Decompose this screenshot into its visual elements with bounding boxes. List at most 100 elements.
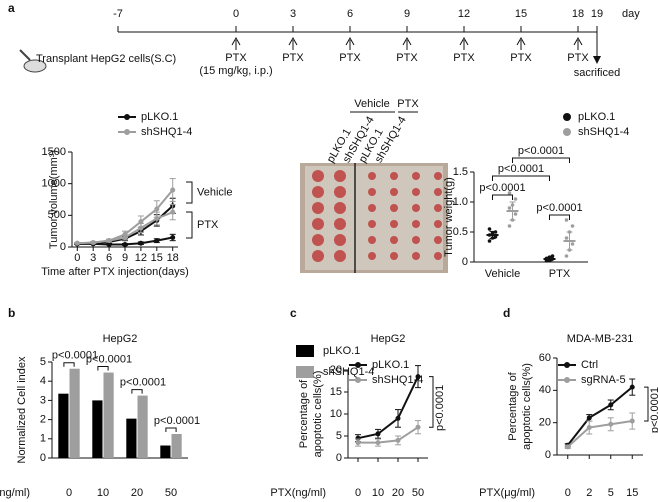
tumor: [312, 234, 324, 246]
transplant-label: Transplant HepG2 cells(S.C): [36, 53, 176, 65]
series-point: [170, 187, 176, 193]
x-tick-label: 0: [355, 487, 361, 499]
x-tick-label: 10: [97, 487, 109, 499]
bar: [171, 434, 182, 458]
bracket: [512, 157, 570, 163]
series-point: [154, 238, 160, 244]
data-point: [487, 227, 492, 231]
data-point: [507, 224, 512, 228]
x-tick-label: 20: [392, 487, 404, 499]
series-point: [170, 209, 176, 215]
series-point: [586, 425, 592, 431]
bar: [126, 418, 137, 458]
x-tick-label: 15: [626, 487, 638, 499]
tumor: [412, 204, 420, 212]
data-point: [513, 197, 518, 201]
tumor: [412, 252, 420, 260]
bracket: [186, 181, 193, 204]
tumor: [434, 220, 442, 228]
x-tick-label: 9: [122, 252, 128, 264]
series-line: [567, 420, 633, 448]
y-axis-label: Tumor weight(g): [443, 177, 455, 257]
series-point: [375, 431, 381, 437]
annotation: p<0.0001: [479, 182, 525, 194]
tumor: [434, 204, 442, 212]
y-tick-label: 1.5: [453, 166, 468, 178]
tumor: [412, 236, 420, 244]
treatment-arrow: [402, 36, 412, 50]
annotation: p<0.0001: [86, 353, 132, 365]
x-tick-label: 18: [167, 252, 179, 264]
y-axis-label: apoptotic cells(%): [521, 363, 533, 450]
data-point: [507, 191, 512, 195]
legend-label: shSHQ1-4: [323, 366, 374, 378]
x-tick-label: 15: [151, 252, 163, 264]
x-axis-label: PTX(ng/ml): [270, 487, 326, 499]
treatment-arrow: [459, 36, 469, 50]
legend-label: Ctrl: [581, 359, 598, 371]
tumor: [412, 172, 420, 180]
legend-marker: [124, 129, 130, 135]
series-point: [106, 241, 112, 247]
tumor: [434, 252, 442, 260]
data-point: [513, 212, 518, 216]
tumor: [368, 204, 376, 212]
data-point: [507, 206, 512, 210]
tumor: [368, 236, 376, 244]
day-label: 0: [233, 8, 239, 20]
series-point: [375, 440, 381, 446]
bracket-label: Vehicle: [197, 186, 232, 198]
series-point: [122, 241, 128, 247]
photo-group: PTX: [397, 98, 419, 110]
annotation: p<0.0001: [649, 387, 658, 433]
tumor: [434, 236, 442, 244]
chart-title: HepG2: [371, 333, 406, 345]
tumor: [434, 172, 442, 180]
treatment-label: PTX: [282, 52, 304, 64]
legend-marker: [563, 113, 571, 121]
y-axis-label: Tumor volume(mm³): [48, 150, 60, 249]
series-point: [415, 374, 421, 380]
y-tick-label: 0: [545, 449, 551, 461]
dose-label: (15 mg/kg, i.p.): [199, 65, 272, 77]
tumor: [390, 188, 398, 196]
day-label: -7: [113, 8, 123, 20]
data-point: [564, 236, 569, 240]
treatment-label: PTX: [225, 52, 247, 64]
day-label: 19: [591, 8, 603, 20]
series-point: [608, 421, 614, 427]
bracket: [186, 211, 193, 239]
data-point: [570, 224, 575, 228]
bar: [58, 393, 69, 458]
y-axis-label: Percentage of: [507, 371, 519, 440]
series-point: [608, 402, 614, 408]
tumor: [368, 252, 376, 260]
day-label: 15: [515, 8, 527, 20]
x-tick-label: 0: [74, 252, 80, 264]
treatment-arrow: [573, 36, 583, 50]
chart-title: MDA-MB-231: [567, 333, 634, 345]
x-tick-label: 20: [131, 487, 143, 499]
legend-label: pLKO.1: [578, 111, 615, 123]
y-tick-label: 60: [539, 352, 551, 364]
day-unit: day: [622, 8, 640, 20]
legend-label: shSHQ1-4: [372, 374, 423, 386]
series-line: [357, 376, 419, 440]
tumor: [368, 188, 376, 196]
y-tick-label: 20: [539, 417, 551, 429]
annotation: p<0.0001: [518, 145, 564, 157]
y-tick-label: 20: [330, 364, 342, 376]
bar: [103, 372, 114, 458]
chart-title: HepG2: [103, 333, 138, 345]
y-tick-label: 0: [462, 256, 468, 268]
y-tick-label: 1000: [42, 178, 66, 190]
y-tick-label: 0.5: [453, 226, 468, 238]
x-tick-label: 50: [412, 487, 424, 499]
x-axis-label: PTX(ng/ml): [0, 487, 30, 499]
series-point: [395, 415, 401, 421]
series-line: [358, 426, 419, 444]
day-label: 6: [347, 8, 353, 20]
y-tick-label: 1.0: [453, 196, 468, 208]
treatment-label: PTX: [510, 52, 532, 64]
mouse-icon: [19, 49, 47, 73]
